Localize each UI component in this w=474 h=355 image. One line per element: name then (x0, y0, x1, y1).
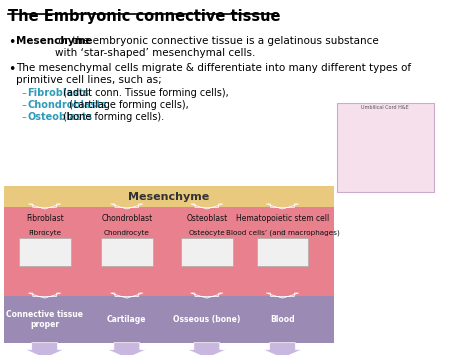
FancyBboxPatch shape (19, 238, 71, 266)
Text: Fibroblast: Fibroblast (26, 213, 64, 223)
FancyBboxPatch shape (337, 103, 434, 192)
Text: Osteoblasts: Osteoblasts (27, 112, 92, 122)
Polygon shape (191, 204, 223, 209)
FancyBboxPatch shape (4, 296, 334, 343)
Text: Mesenchyme: Mesenchyme (16, 36, 92, 46)
Text: The mesenchymal cells migrate & differentiate into many different types of
primi: The mesenchymal cells migrate & differen… (16, 64, 411, 85)
Polygon shape (110, 293, 143, 298)
Text: The Embryonic connective tissue: The Embryonic connective tissue (8, 9, 281, 23)
Polygon shape (266, 293, 299, 298)
Polygon shape (25, 343, 64, 355)
Polygon shape (187, 343, 226, 355)
Text: Umbilical Cord H&E: Umbilical Cord H&E (362, 104, 409, 110)
Text: or the embryonic connective tissue is a gelatinous substance
with ‘star-shaped’ : or the embryonic connective tissue is a … (55, 36, 379, 58)
Text: Fibroblasts: Fibroblasts (27, 88, 90, 98)
Text: –: – (22, 100, 30, 110)
Text: Chondroblast: Chondroblast (101, 213, 153, 223)
Text: Connective tissue
proper: Connective tissue proper (6, 310, 83, 329)
Polygon shape (191, 293, 223, 298)
FancyBboxPatch shape (256, 238, 309, 266)
Polygon shape (110, 204, 143, 209)
Polygon shape (263, 343, 302, 355)
Text: Osseous (bone): Osseous (bone) (173, 315, 240, 324)
Text: Blood: Blood (270, 315, 295, 324)
FancyBboxPatch shape (181, 238, 233, 266)
Text: Osteocyte: Osteocyte (189, 230, 225, 236)
Polygon shape (266, 204, 299, 209)
Polygon shape (28, 204, 61, 209)
Text: •: • (8, 64, 15, 76)
Text: Fibrocyte: Fibrocyte (28, 230, 61, 236)
Text: –: – (22, 88, 30, 98)
Text: Blood cells’ (and macrophages): Blood cells’ (and macrophages) (226, 230, 339, 236)
Text: Osteoblast: Osteoblast (186, 213, 228, 223)
Text: (bone forming cells).: (bone forming cells). (60, 112, 164, 122)
Text: Chondrocyte: Chondrocyte (104, 230, 150, 236)
Text: (cartilage forming cells),: (cartilage forming cells), (65, 100, 188, 110)
Text: •: • (8, 36, 15, 49)
FancyBboxPatch shape (4, 207, 334, 296)
Polygon shape (28, 293, 61, 298)
Text: Cartilage: Cartilage (107, 315, 146, 324)
Text: Hematopoietic stem cell: Hematopoietic stem cell (236, 213, 329, 223)
Text: Mesenchyme: Mesenchyme (128, 192, 210, 202)
FancyBboxPatch shape (4, 186, 334, 207)
Text: –: – (22, 112, 30, 122)
FancyBboxPatch shape (101, 238, 153, 266)
Text: Chondroblasts: Chondroblasts (27, 100, 107, 110)
Polygon shape (108, 343, 146, 355)
Text: (adult conn. Tissue forming cells),: (adult conn. Tissue forming cells), (60, 88, 228, 98)
